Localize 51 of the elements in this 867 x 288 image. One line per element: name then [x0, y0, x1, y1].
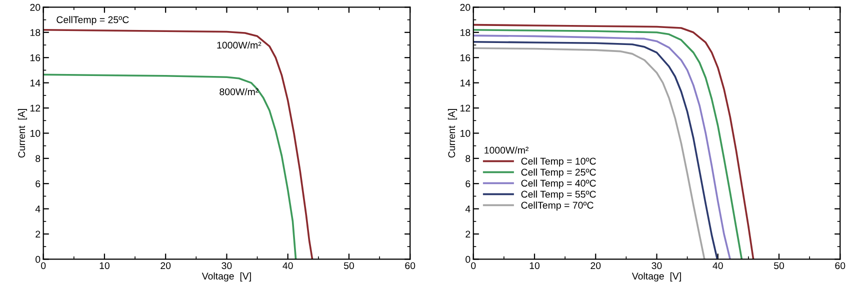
annotation: 1000W/m²: [217, 41, 262, 49]
y-tick-label: 12: [30, 104, 40, 112]
line-series: [43, 28, 314, 260]
x-tick-label: 0: [471, 262, 476, 270]
y-axis-title: Current [A]: [18, 109, 27, 158]
x-tick-label: 60: [835, 262, 846, 270]
annotation: 800W/m²: [220, 88, 258, 96]
y-tick-label: 20: [30, 4, 40, 11]
y-tick-label: 16: [460, 54, 470, 62]
y-tick-label: 8: [36, 155, 40, 162]
x-tick-label: 50: [344, 262, 354, 270]
legend-label: Cell Temp = 10ºC: [521, 158, 596, 167]
x-tick-label: 40: [282, 262, 293, 270]
line-series: [43, 74, 297, 260]
x-tick-label: 20: [160, 262, 171, 270]
y-tick-label: 18: [30, 29, 40, 36]
y-axis-title: Current [A]: [448, 109, 458, 158]
legend-label: CellTemp = 70ºC: [521, 202, 594, 211]
y-tick-label: 4: [35, 206, 40, 212]
x-tick-label: 30: [652, 262, 662, 270]
legend-title: 1000W/m²: [484, 146, 529, 154]
y-tick-label: 6: [36, 180, 40, 188]
y-tick-label: 2: [466, 230, 470, 238]
y-tick-label: 2: [36, 230, 40, 238]
x-tick-label: 10: [530, 262, 540, 270]
x-tick-label: 60: [405, 262, 416, 270]
y-tick-label: 16: [30, 54, 40, 62]
x-tick-label: 10: [100, 262, 110, 270]
annotation: CellTemp = 25ºC: [56, 16, 129, 26]
y-tick-label: 0: [36, 256, 40, 263]
y-tick-label: 14: [460, 80, 470, 86]
y-tick-label: 10: [460, 130, 470, 137]
y-tick-label: 18: [460, 29, 470, 36]
y-tick-label: 8: [466, 155, 470, 162]
y-tick-label: 14: [30, 80, 40, 86]
x-tick-label: 40: [712, 262, 723, 270]
x-axis-title: Voltage [V]: [202, 272, 251, 282]
x-tick-label: 30: [222, 262, 232, 270]
y-tick-label: 0: [466, 256, 470, 263]
y-tick-label: 10: [30, 130, 40, 137]
y-tick-label: 12: [460, 104, 470, 112]
legend-label: Cell Temp = 25ºC: [521, 168, 596, 178]
y-tick-label: 4: [465, 206, 470, 212]
x-tick-label: 20: [590, 262, 601, 270]
x-tick-label: 50: [774, 262, 784, 270]
legend-label: Cell Temp = 40ºC: [521, 180, 596, 189]
y-tick-label: 20: [460, 4, 470, 11]
y-tick-label: 6: [466, 180, 470, 188]
x-axis-title: Voltage [V]: [632, 272, 681, 282]
x-tick-label: 0: [41, 262, 46, 270]
legend-label: Cell Temp = 55ºC: [521, 190, 596, 200]
